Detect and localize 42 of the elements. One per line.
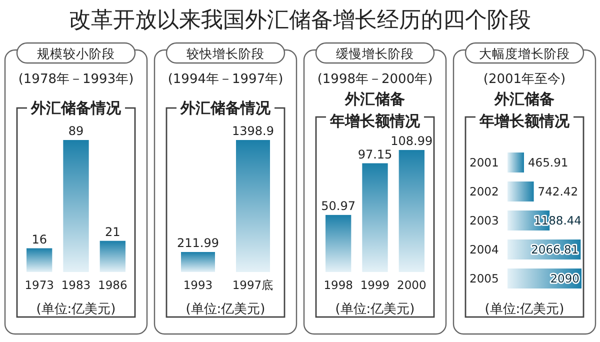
data-label: 16	[32, 232, 47, 246]
x-tick-label: 2000	[397, 278, 426, 292]
data-label: 1398.9	[232, 124, 274, 138]
text: (单位:亿美元)	[335, 301, 415, 317]
annotation: (单位:亿美元)	[484, 301, 564, 317]
chart-subtitle: (1998年－2000年)	[317, 72, 433, 87]
text: 改革开放以来我国外汇储备增长经历的四个阶段	[69, 8, 531, 33]
text: (单位:亿美元)	[36, 301, 116, 317]
data-label: 465.91	[528, 156, 568, 170]
data-label: 89	[68, 124, 84, 138]
y-tick-label: 2004	[470, 242, 499, 256]
text: 外汇储备情况	[180, 99, 272, 117]
y-tick-label: 2001	[470, 156, 499, 170]
text: (单位:亿美元)	[186, 301, 266, 317]
x-tick-label: 1998	[324, 278, 353, 292]
x-tick-label: 1999	[360, 278, 390, 292]
chart-title: 缓慢增长阶段	[336, 46, 414, 61]
data-label: 211.99	[177, 236, 219, 250]
x-tick-label: 1983	[61, 278, 91, 292]
text: 外汇储备情况	[30, 99, 122, 117]
data-label: 21	[105, 224, 120, 239]
chart-subtitle: (1994年－1997年)	[168, 72, 284, 87]
text: 外汇储备年增长额情况	[329, 90, 421, 130]
y-tick-label: 2005	[470, 272, 499, 286]
y-tick-label: 2003	[470, 214, 499, 228]
data-label: 2090	[550, 272, 580, 286]
x-tick-label: 1993	[183, 278, 213, 292]
x-tick-label: 1986	[98, 278, 128, 292]
chart-title: 大幅度增长阶段	[479, 46, 570, 61]
chart-title: 规模较小阶段	[37, 46, 115, 61]
x-tick-label: 1997底	[232, 278, 274, 292]
data-label: 2066.81	[531, 242, 579, 256]
x-tick-label: 1973	[24, 278, 54, 292]
data-label: 97.15	[358, 147, 392, 162]
chart-subtitle: (2001年至今)	[483, 72, 566, 87]
chart-subtitle: (1978年－1993年)	[18, 72, 134, 87]
data-label: 50.97	[321, 198, 356, 213]
annotation: 外汇储备年增长额情况	[478, 90, 570, 130]
data-label: 742.42	[538, 184, 578, 198]
y-tick-label: 2002	[470, 184, 499, 198]
data-label: 108.99	[390, 134, 433, 148]
chart-title: 较快增长阶段	[186, 46, 264, 61]
